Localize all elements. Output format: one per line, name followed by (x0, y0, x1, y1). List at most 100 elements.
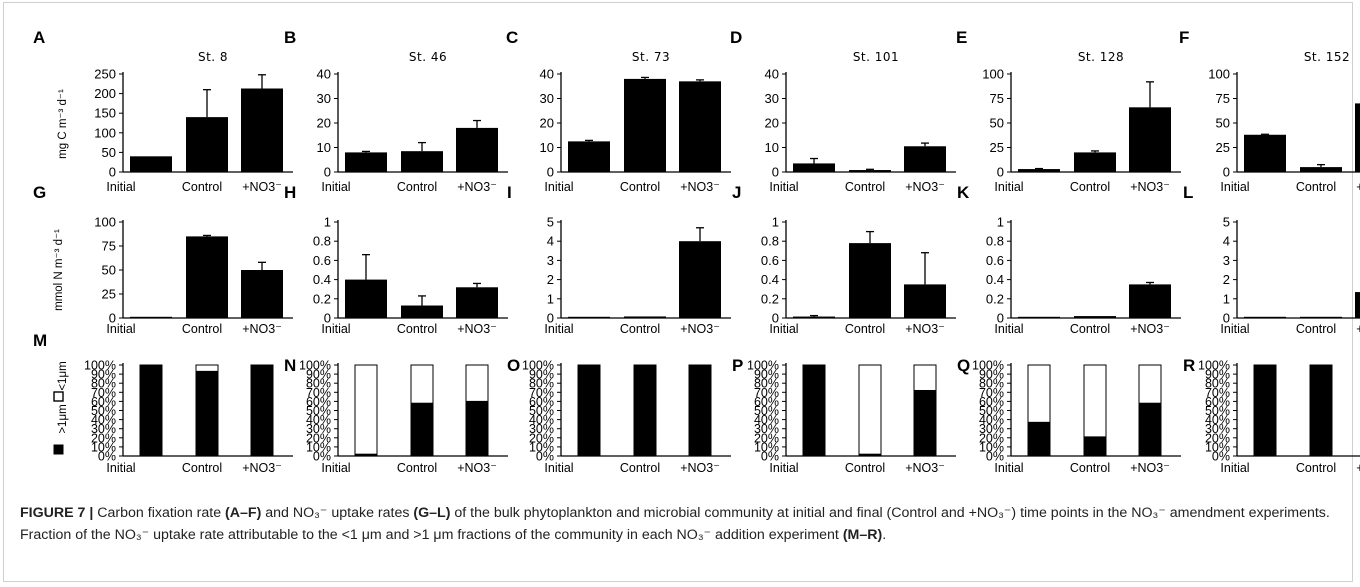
y-tick-label: 70% (979, 386, 1004, 400)
y-tick-label: 4 (547, 234, 554, 249)
y-tick-label: 40% (979, 413, 1004, 427)
y-tick-label: 4 (1223, 234, 1230, 249)
bar (241, 270, 283, 318)
figure-chart-grid: St. 8 St. 46 St. 73 St. 101 St. 128 St. 152 A B… (33, 28, 1360, 475)
stacked-bar-gt1um (410, 402, 434, 457)
y-tick-label: 20% (529, 431, 554, 445)
x-tick-label: Initial (1220, 180, 1249, 194)
y-tick-label: 70% (754, 386, 779, 400)
x-tick-label: +NO3⁻ (1130, 180, 1170, 194)
bar (1018, 316, 1060, 318)
x-tick-label: Control (182, 322, 222, 336)
y-tick-label: 40% (91, 413, 116, 427)
x-tick-label: Initial (1220, 461, 1249, 475)
caption-ref-a-f: (A–F) (225, 505, 262, 521)
y-tick-label: 10% (306, 440, 331, 454)
x-tick-label: +NO3⁻ (242, 461, 282, 475)
panel-letter: I (507, 183, 512, 202)
stacked-bar-gt1um (633, 364, 657, 457)
y-tick-label: 0% (98, 450, 116, 464)
y-tick-label: 60% (91, 395, 116, 409)
x-tick-label: +NO3⁻ (242, 180, 282, 194)
y-tick-label: 0 (997, 311, 1004, 326)
y-tick-label: 10 (765, 140, 779, 155)
y-tick-label: 10% (754, 440, 779, 454)
bar (1074, 152, 1116, 172)
figure-frame (3, 2, 1353, 582)
bar (345, 152, 387, 172)
y-tick-label: 30 (540, 91, 554, 106)
stacked-bar-lt1um (354, 364, 378, 457)
x-tick-label: Initial (994, 322, 1023, 336)
x-tick-label: Initial (769, 461, 798, 475)
legend-swatch-gt1um (53, 444, 64, 455)
y-tick-label: 70% (529, 386, 554, 400)
y-tick-label: 30% (754, 422, 779, 436)
y-tick-label: 2 (1223, 272, 1230, 287)
legend-label-lt1um: <1μm (57, 361, 69, 390)
y-tick-label: 50% (979, 404, 1004, 418)
y-tick-label: 0% (1212, 450, 1230, 464)
bar (1074, 316, 1116, 318)
caption-text-2: and NO₃⁻ uptake rates (261, 505, 414, 521)
y-tick-label: 0 (324, 311, 331, 326)
y-tick-label: 70% (1205, 386, 1230, 400)
bar (186, 117, 228, 172)
bar (401, 151, 443, 172)
stacked-bar-gt1um (465, 400, 489, 457)
x-tick-label: Initial (769, 180, 798, 194)
x-tick-label: Initial (321, 461, 350, 475)
y-tick-label: 0.8 (986, 234, 1004, 249)
y-tick-label: 90% (306, 368, 331, 382)
y-tick-label: 0 (772, 165, 779, 180)
stacked-bar-gt1um (1309, 364, 1333, 457)
y-tick-label: 0 (109, 311, 116, 326)
stacked-bar-gt1um (1138, 402, 1162, 457)
y-tick-label: 100% (972, 359, 1004, 373)
bar (568, 316, 610, 318)
y-tick-label: 100% (299, 359, 331, 373)
stacked-bar-gt1um (1027, 421, 1051, 457)
x-tick-label: +NO3⁻ (680, 461, 720, 475)
bar (186, 236, 228, 318)
y-tick-label: 30% (529, 422, 554, 436)
bar (1129, 284, 1171, 318)
panel-letter: A (33, 28, 45, 47)
y-tick-label: 2 (547, 272, 554, 287)
bar (904, 146, 946, 172)
y-tick-label: 0 (109, 165, 116, 180)
panel-letter: J (732, 183, 741, 202)
panel-letter: E (956, 28, 967, 47)
x-tick-label: +NO3⁻ (1356, 461, 1360, 475)
y-tick-label: 200 (94, 86, 116, 101)
y-tick-label: 3 (547, 253, 554, 268)
bar (793, 316, 835, 318)
stacked-bar-gt1um (354, 453, 378, 457)
y-tick-label: 150 (94, 106, 116, 121)
y-tick-label: 0% (986, 450, 1004, 464)
y-tick-label: 50% (529, 404, 554, 418)
y-tick-label: 1 (547, 291, 554, 306)
legend-label-gt1um: >1μm (57, 404, 69, 433)
bar (1244, 134, 1286, 172)
x-tick-label: +NO3⁻ (905, 180, 945, 194)
y-tick-label: 3 (1223, 253, 1230, 268)
y-tick-label: 80% (306, 377, 331, 391)
stacked-bar-gt1um (577, 364, 601, 457)
y-tick-label: 50 (1216, 116, 1230, 131)
x-tick-label: Control (620, 322, 660, 336)
y-tick-label: 50% (91, 404, 116, 418)
y-tick-label: 75 (102, 239, 116, 254)
bar (1355, 103, 1360, 172)
y-tick-label: 1 (772, 215, 779, 230)
x-tick-label: Initial (106, 461, 135, 475)
y-tick-label: 30 (765, 91, 779, 106)
panel-letter: R (1183, 356, 1195, 375)
y-tick-label: 50% (754, 404, 779, 418)
x-tick-label: Initial (769, 322, 798, 336)
bar (456, 287, 498, 318)
x-tick-label: +NO3⁻ (457, 180, 497, 194)
y-tick-label: 1 (997, 215, 1004, 230)
bar (849, 170, 891, 172)
bar (904, 284, 946, 318)
